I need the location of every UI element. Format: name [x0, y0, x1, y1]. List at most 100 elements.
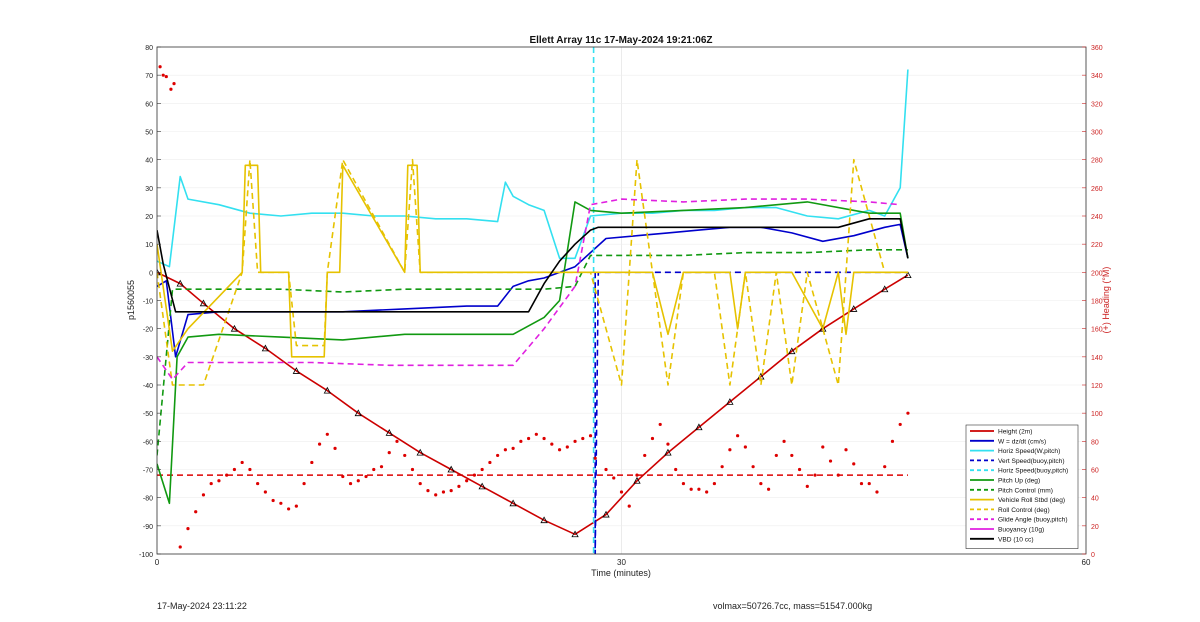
heading-point	[743, 445, 747, 449]
heading-point	[751, 465, 755, 469]
heading-point	[759, 481, 763, 486]
y-axis-label-left: p1560055	[126, 280, 136, 320]
heading-point	[836, 473, 840, 477]
y-tick-label-right: 60	[1091, 468, 1099, 475]
heading-point	[271, 498, 275, 503]
heading-point	[890, 439, 895, 443]
heading-point	[457, 484, 461, 488]
heading-point	[480, 467, 484, 472]
heading-point	[395, 439, 399, 443]
heading-point	[341, 474, 345, 479]
heading-point	[859, 481, 864, 486]
y-tick-label-left: 70	[145, 73, 153, 80]
heading-point	[604, 467, 608, 472]
height-marker	[416, 448, 424, 456]
heading-point	[161, 73, 165, 77]
height-marker	[726, 398, 734, 405]
heading-point	[619, 490, 624, 494]
heading-point	[511, 446, 515, 450]
x-tick-label: 60	[1082, 558, 1091, 567]
height-marker	[509, 499, 517, 507]
series-vbd-10-cc	[157, 218, 909, 313]
height-marker	[292, 367, 301, 374]
y-tick-label-left: 80	[145, 45, 153, 52]
heading-point	[557, 448, 562, 452]
legend-label: Roll Control (deg)	[998, 507, 1050, 514]
legend-label: Pitch Up (deg)	[998, 478, 1040, 485]
heading-point	[790, 453, 794, 458]
y-tick-label-left: -30	[143, 355, 153, 362]
heading-point	[186, 527, 190, 531]
heading-point	[279, 501, 283, 505]
y-tick-label-right: 200	[1091, 270, 1103, 277]
y-tick-label-right: 260	[1091, 186, 1103, 193]
y-tick-label-left: 40	[145, 158, 153, 165]
heading-point	[201, 493, 206, 497]
height-marker	[261, 344, 270, 352]
legend-label: Height (2m)	[998, 429, 1032, 436]
tick-labels: 0 30 6080706050403020100-10-20-30-40-50-60…	[139, 45, 1103, 567]
heading-point	[875, 490, 879, 494]
heading-point	[782, 439, 786, 443]
y-tick-label-left: -40	[143, 383, 153, 390]
y-tick-label-left: -60	[143, 439, 153, 446]
heading-point	[310, 460, 314, 465]
heading-point	[821, 445, 825, 449]
legend-label: Horiz Speed(W,pitch)	[998, 448, 1060, 455]
heading-point	[627, 504, 631, 508]
heading-point	[534, 432, 538, 436]
heading-point	[666, 442, 670, 446]
heading-point	[898, 422, 902, 427]
heading-point	[172, 82, 176, 86]
heading-point	[774, 453, 778, 458]
height-marker	[904, 271, 912, 279]
heading-point	[333, 446, 337, 450]
heading-point	[697, 487, 701, 491]
heading-point	[844, 448, 848, 452]
heading-point	[906, 411, 910, 415]
heading-point	[418, 481, 422, 486]
heading-point	[828, 459, 833, 463]
legend-label: Glide Angle (buoy,pitch)	[998, 517, 1068, 524]
heading-point	[612, 476, 616, 480]
y-tick-label-right: 160	[1091, 327, 1103, 334]
heading-point	[263, 490, 267, 494]
heading-point	[169, 87, 173, 91]
series-vehicle-roll-stbd-deg	[157, 164, 908, 358]
height-marker	[664, 448, 672, 456]
y-tick-label-left: 0	[149, 270, 153, 277]
footer-vehicle-params: volmax=50726.7cc, mass=51547.000kg	[713, 601, 873, 611]
series-vert-speed-buoy-pitch	[594, 271, 908, 554]
height-marker	[323, 386, 331, 394]
heading-point	[256, 481, 260, 486]
heading-point	[232, 467, 237, 472]
heading-point	[317, 442, 322, 446]
y-tick-label-right: 100	[1091, 411, 1103, 418]
heading-point	[426, 489, 430, 493]
heading-point	[325, 432, 329, 436]
heading-point	[449, 489, 453, 493]
heading-point	[852, 462, 856, 466]
y-tick-label-right: 320	[1091, 101, 1103, 108]
heading-point	[158, 65, 162, 69]
y-tick-label-left: 20	[145, 214, 153, 221]
series-roll-control-deg	[157, 158, 908, 386]
height-marker	[633, 476, 641, 484]
heading-point	[348, 481, 353, 486]
heading-point	[294, 504, 298, 508]
x-tick-label: 0	[155, 558, 160, 567]
y-tick-label-left: -10	[143, 299, 153, 306]
y-tick-label-right: 180	[1091, 299, 1103, 306]
y-tick-label-left: 50	[145, 130, 153, 137]
heading-point	[674, 467, 678, 472]
y-tick-label-right: 300	[1091, 130, 1103, 137]
series-glide-angle-buoy-pitch	[157, 198, 901, 381]
heading-point	[635, 473, 639, 477]
y-tick-label-right: 340	[1091, 73, 1103, 80]
series-pitch-up-deg	[157, 201, 909, 505]
y-tick-label-right: 0	[1091, 552, 1095, 559]
heading-point	[728, 448, 732, 452]
heading-point	[573, 439, 577, 443]
height-marker	[354, 409, 362, 417]
y-tick-label-right: 20	[1091, 524, 1099, 531]
